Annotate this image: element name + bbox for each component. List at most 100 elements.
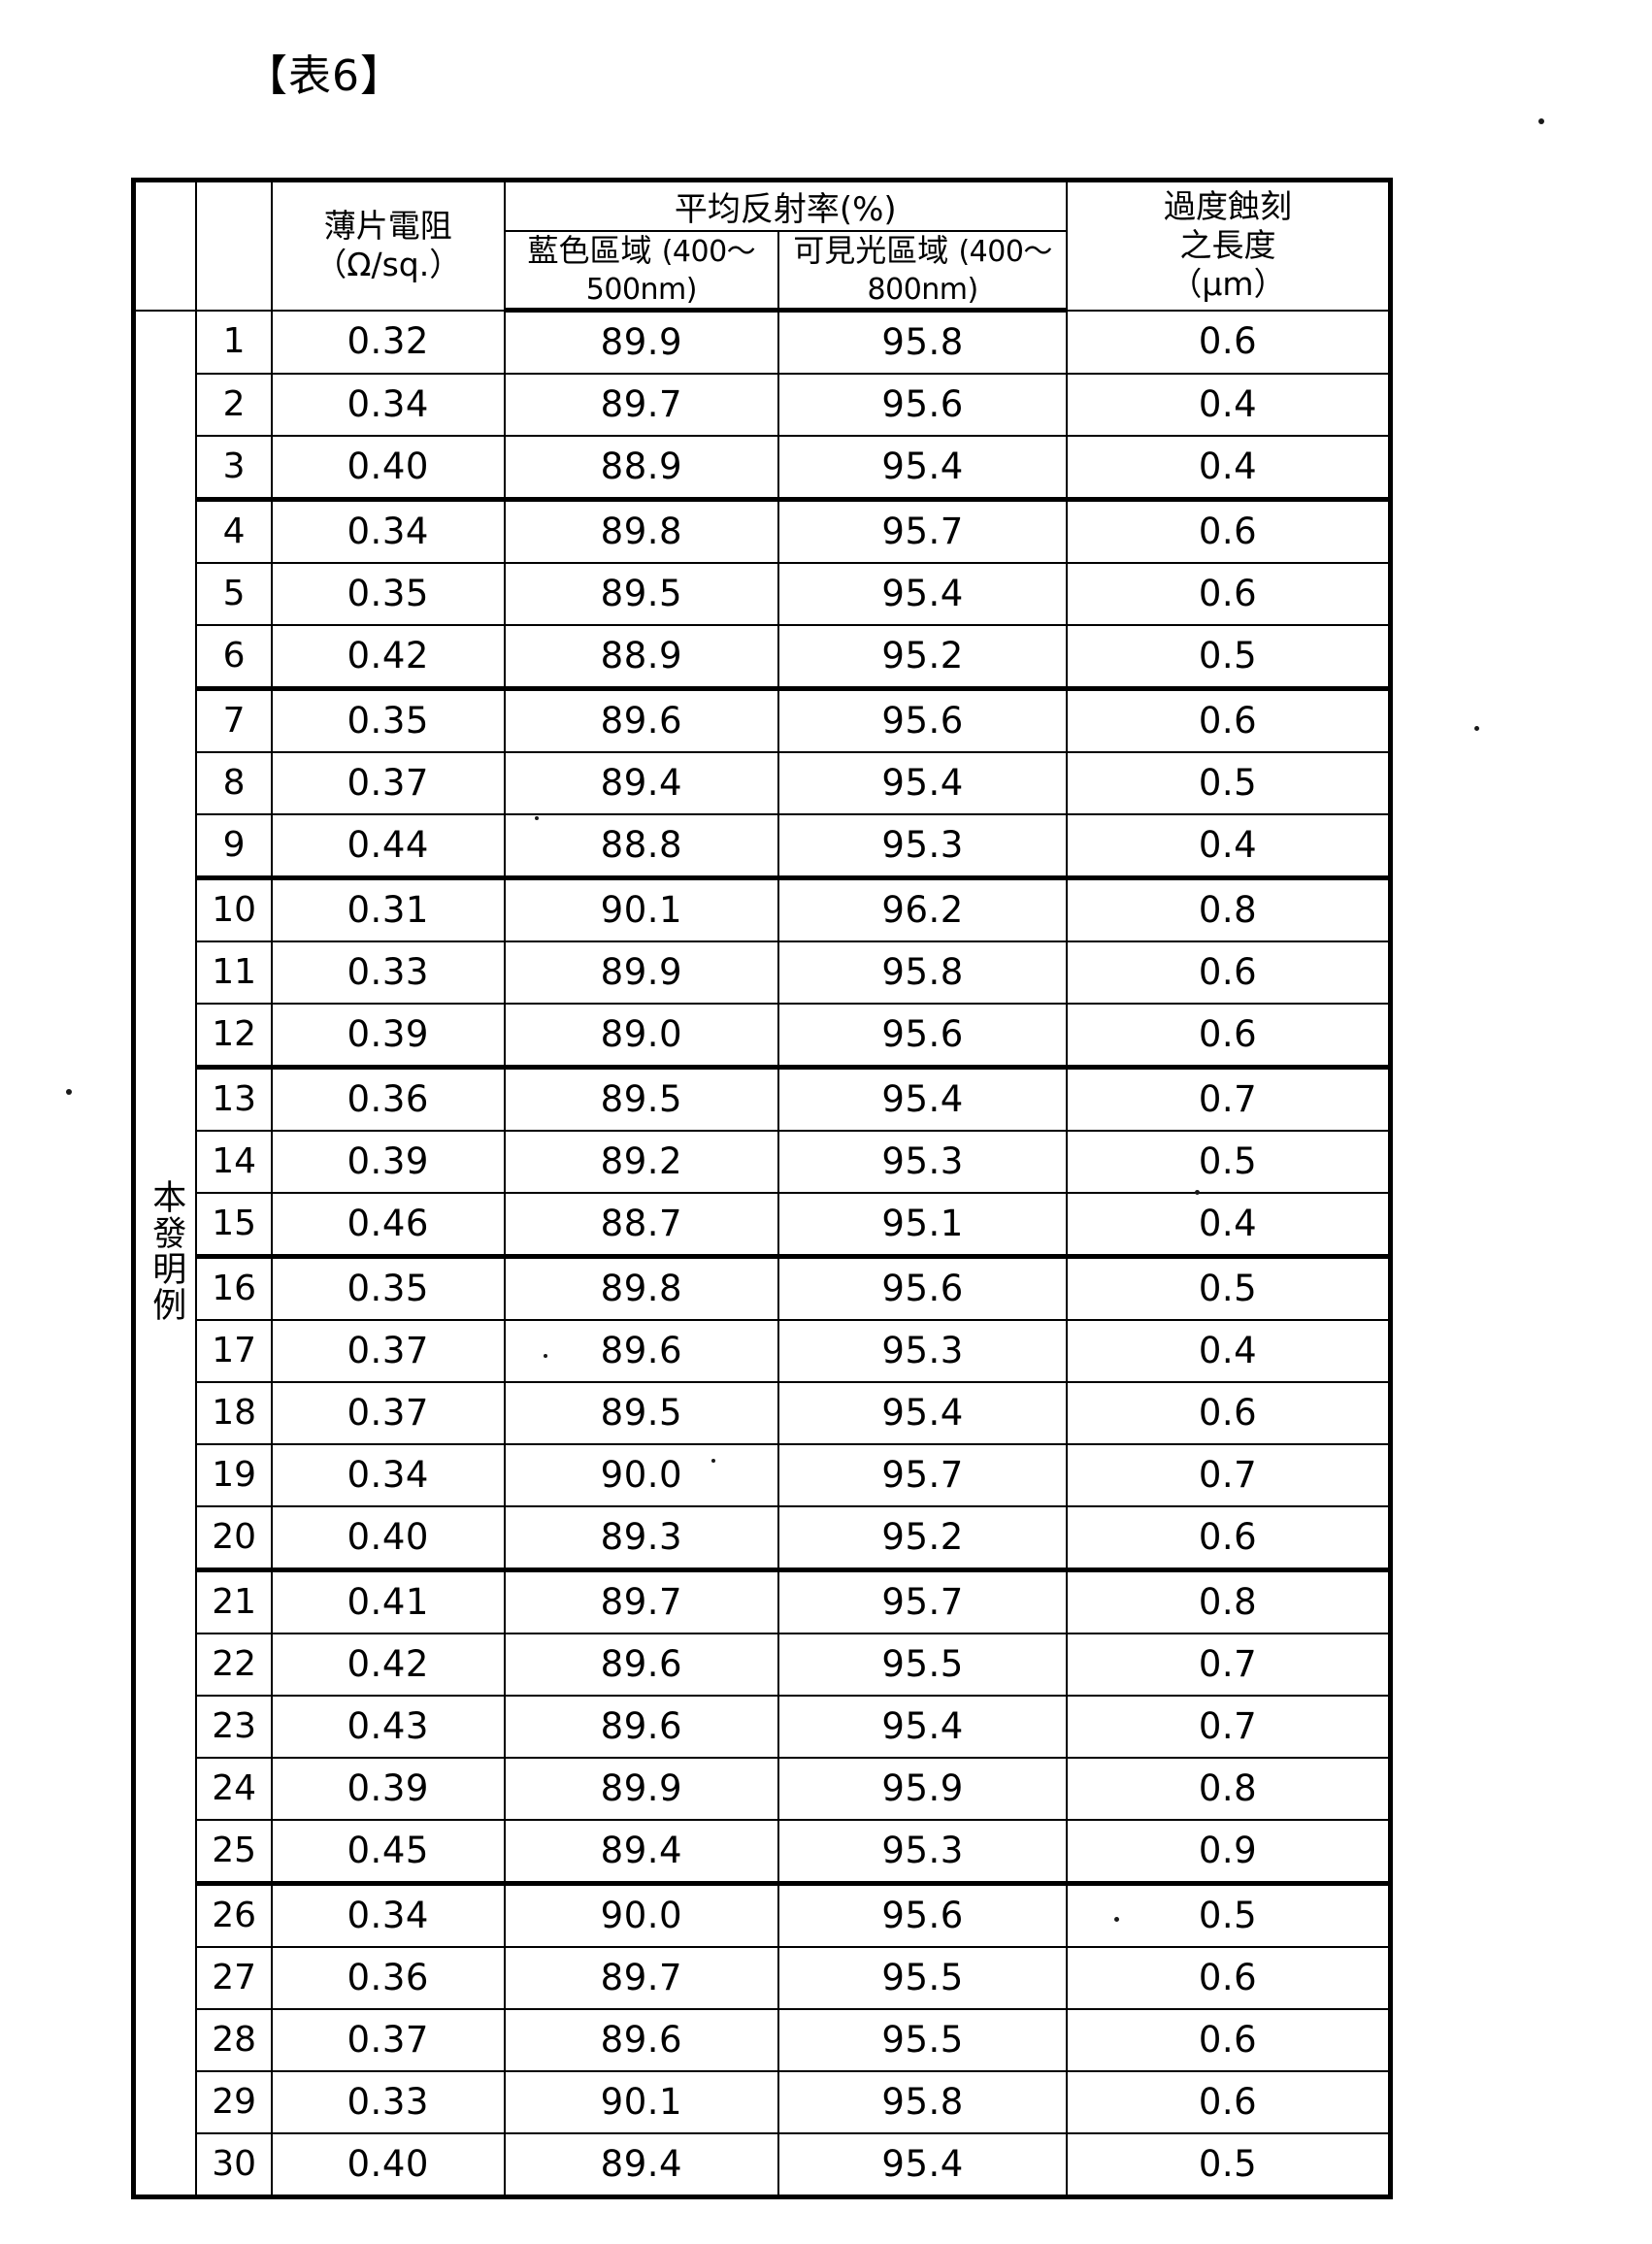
cell-blue-reflectance: 90.0 [505, 1884, 779, 1948]
cell-overetch-length: 0.4 [1067, 436, 1391, 500]
cell-sheet-resistance: 0.31 [272, 878, 505, 942]
table-header: 薄片電阻 （Ω/sq.） 平均反射率(%) 過度蝕刻 之長度 （μm） 藍色區域… [134, 181, 1391, 311]
header-visible-region-line1: 可見光區域 [793, 232, 948, 269]
cell-blue-reflectance: 89.6 [505, 1320, 779, 1382]
header-overetch-length: 過度蝕刻 之長度 （μm） [1067, 181, 1391, 311]
table-row: 160.3589.895.60.5 [134, 1257, 1391, 1321]
cell-visible-reflectance: 95.2 [778, 1506, 1067, 1570]
scan-speck [711, 1459, 715, 1463]
cell-row-number: 29 [196, 2071, 272, 2133]
cell-blue-reflectance: 89.6 [505, 1696, 779, 1758]
table-row: 70.3589.695.60.6 [134, 689, 1391, 753]
table-body: 本發明例10.3289.995.80.620.3489.795.60.430.4… [134, 311, 1391, 2197]
table-row: 100.3190.196.20.8 [134, 878, 1391, 942]
cell-overetch-length: 0.4 [1067, 374, 1391, 436]
cell-sheet-resistance: 0.34 [272, 1884, 505, 1948]
cell-sheet-resistance: 0.39 [272, 1004, 505, 1068]
cell-row-number: 16 [196, 1257, 272, 1321]
cell-blue-reflectance: 89.7 [505, 1570, 779, 1634]
cell-sheet-resistance: 0.45 [272, 1820, 505, 1884]
cell-row-number: 9 [196, 814, 272, 878]
cell-visible-reflectance: 95.5 [778, 1947, 1067, 2009]
cell-visible-reflectance: 95.6 [778, 1004, 1067, 1068]
cell-sheet-resistance: 0.34 [272, 500, 505, 564]
cell-sheet-resistance: 0.33 [272, 2071, 505, 2133]
cell-visible-reflectance: 95.9 [778, 1758, 1067, 1820]
cell-overetch-length: 0.9 [1067, 1820, 1391, 1884]
cell-row-number: 5 [196, 563, 272, 625]
cell-row-number: 6 [196, 625, 272, 689]
cell-row-number: 28 [196, 2009, 272, 2071]
cell-visible-reflectance: 96.2 [778, 878, 1067, 942]
scan-speck [1195, 1190, 1200, 1195]
cell-row-number: 24 [196, 1758, 272, 1820]
cell-visible-reflectance: 95.4 [778, 563, 1067, 625]
group-label: 本發明例 [147, 1179, 184, 1323]
cell-blue-reflectance: 90.1 [505, 878, 779, 942]
scan-speck [66, 1089, 72, 1095]
cell-visible-reflectance: 95.7 [778, 1444, 1067, 1506]
cell-overetch-length: 0.6 [1067, 563, 1391, 625]
cell-blue-reflectance: 89.8 [505, 1257, 779, 1321]
cell-row-number: 8 [196, 752, 272, 814]
cell-overetch-length: 0.8 [1067, 1570, 1391, 1634]
cell-sheet-resistance: 0.35 [272, 1257, 505, 1321]
cell-row-number: 2 [196, 374, 272, 436]
header-overetch-line3: （μm） [1068, 265, 1388, 304]
cell-row-number: 25 [196, 1820, 272, 1884]
cell-visible-reflectance: 95.6 [778, 1257, 1067, 1321]
cell-visible-reflectance: 95.8 [778, 941, 1067, 1004]
cell-row-number: 18 [196, 1382, 272, 1444]
cell-visible-reflectance: 95.4 [778, 1382, 1067, 1444]
cell-row-number: 14 [196, 1131, 272, 1193]
cell-sheet-resistance: 0.34 [272, 1444, 505, 1506]
cell-overetch-length: 0.6 [1067, 1004, 1391, 1068]
scan-speck [544, 1354, 547, 1358]
table-row: 130.3689.595.40.7 [134, 1068, 1391, 1132]
scan-speck [1538, 118, 1544, 124]
table-row: 250.4589.495.30.9 [134, 1820, 1391, 1884]
cell-visible-reflectance: 95.6 [778, 374, 1067, 436]
cell-overetch-length: 0.7 [1067, 1068, 1391, 1132]
cell-row-number: 19 [196, 1444, 272, 1506]
cell-visible-reflectance: 95.4 [778, 1696, 1067, 1758]
table-row: 210.4189.795.70.8 [134, 1570, 1391, 1634]
cell-overetch-length: 0.8 [1067, 878, 1391, 942]
cell-sheet-resistance: 0.43 [272, 1696, 505, 1758]
cell-overetch-length: 0.4 [1067, 814, 1391, 878]
cell-blue-reflectance: 89.2 [505, 1131, 779, 1193]
table-caption: 【表6】 [245, 41, 404, 103]
cell-overetch-length: 0.5 [1067, 1131, 1391, 1193]
cell-overetch-length: 0.6 [1067, 500, 1391, 564]
cell-row-number: 1 [196, 311, 272, 375]
cell-row-number: 22 [196, 1634, 272, 1696]
cell-sheet-resistance: 0.40 [272, 1506, 505, 1570]
cell-blue-reflectance: 88.9 [505, 625, 779, 689]
header-visible-region: 可見光區域 (400～800nm) [778, 231, 1067, 311]
cell-blue-reflectance: 89.6 [505, 689, 779, 753]
cell-row-number: 11 [196, 941, 272, 1004]
cell-blue-reflectance: 89.7 [505, 374, 779, 436]
cell-overetch-length: 0.7 [1067, 1696, 1391, 1758]
table-row: 230.4389.695.40.7 [134, 1696, 1391, 1758]
header-sheet-resistance-line2: （Ω/sq.） [273, 246, 504, 284]
cell-sheet-resistance: 0.32 [272, 311, 505, 375]
cell-row-number: 15 [196, 1193, 272, 1257]
cell-sheet-resistance: 0.46 [272, 1193, 505, 1257]
cell-sheet-resistance: 0.35 [272, 563, 505, 625]
cell-row-number: 26 [196, 1884, 272, 1948]
scan-speck [1114, 1917, 1119, 1922]
cell-blue-reflectance: 89.7 [505, 1947, 779, 2009]
cell-sheet-resistance: 0.41 [272, 1570, 505, 1634]
cell-blue-reflectance: 89.3 [505, 1506, 779, 1570]
cell-sheet-resistance: 0.39 [272, 1758, 505, 1820]
table-row: 本發明例10.3289.995.80.6 [134, 311, 1391, 375]
header-blue-region: 藍色區域 (400～500nm) [505, 231, 779, 311]
table-row: 240.3989.995.90.8 [134, 1758, 1391, 1820]
cell-blue-reflectance: 89.4 [505, 1820, 779, 1884]
header-blue-region-line1: 藍色區域 [528, 232, 652, 269]
header-blank-group [134, 181, 197, 311]
cell-sheet-resistance: 0.37 [272, 1320, 505, 1382]
cell-visible-reflectance: 95.4 [778, 1068, 1067, 1132]
cell-blue-reflectance: 89.9 [505, 941, 779, 1004]
